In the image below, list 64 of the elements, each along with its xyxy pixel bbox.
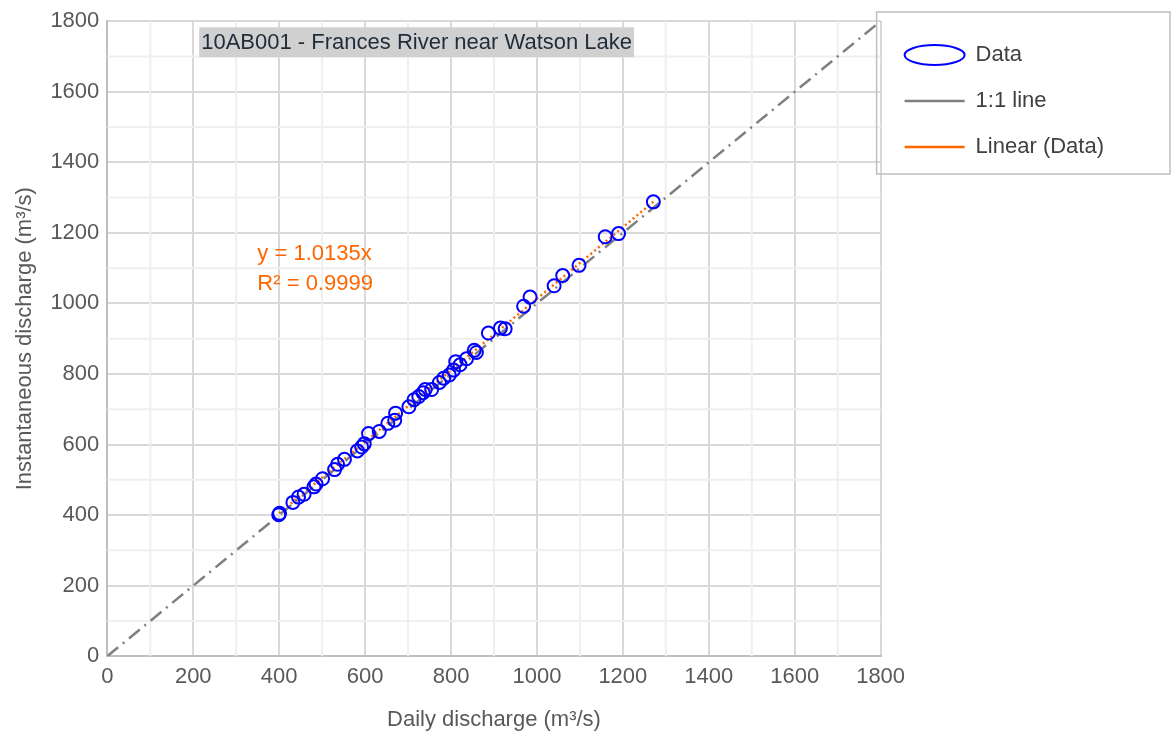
point: [611, 226, 627, 242]
x-tick-label: 1200: [598, 663, 648, 689]
point: [349, 443, 365, 459]
y-tick-label: 1400: [50, 148, 100, 174]
point: [371, 423, 387, 439]
point: [555, 268, 571, 284]
point: [327, 462, 343, 478]
point: [431, 374, 447, 390]
point: [296, 486, 312, 502]
y-tick-label: 0: [87, 642, 100, 668]
y-tick-label: 800: [62, 360, 100, 386]
y-tick-label: 600: [62, 430, 100, 456]
point: [436, 370, 452, 386]
y-tick-label: 1600: [50, 77, 100, 103]
point: [401, 399, 417, 415]
point: [446, 362, 462, 378]
point: [448, 354, 464, 370]
x-tick-label: 1600: [770, 663, 820, 689]
point: [336, 451, 352, 467]
point: [285, 494, 301, 510]
point: [480, 325, 496, 341]
point: [452, 357, 468, 373]
x-tick-label: 400: [260, 663, 298, 689]
y-tick-label: 400: [62, 501, 100, 527]
x-tick-label: 800: [432, 663, 470, 689]
point: [291, 489, 307, 505]
point: [315, 471, 331, 487]
point: [645, 194, 661, 210]
point: [522, 289, 538, 305]
point: [497, 321, 513, 337]
point: [388, 405, 404, 421]
point: [546, 278, 562, 294]
chart-title: 10AB001 - Frances River near Watson Lake: [201, 29, 633, 55]
point: [330, 456, 346, 472]
annotation: y = 1.0135x: [257, 240, 372, 266]
point: [441, 367, 457, 383]
x-tick-label: 1000: [512, 663, 562, 689]
point: [387, 412, 403, 428]
y-axis-title: Instantaneous discharge (m³/s): [11, 187, 37, 491]
y-tick-label: 200: [62, 571, 100, 597]
legend-label: 1:1 line: [975, 87, 1047, 113]
point: [415, 385, 431, 401]
point: [492, 320, 508, 336]
legend-label: Linear (Data): [975, 133, 1104, 159]
y-tick-label: 1800: [50, 7, 100, 33]
x-axis-title: Daily discharge (m³/s): [387, 705, 601, 731]
point: [597, 229, 613, 245]
point: [406, 392, 422, 408]
point: [458, 351, 474, 367]
x-tick-label: 1400: [684, 663, 734, 689]
point: [417, 382, 433, 397]
x-tick-label: 200: [174, 663, 212, 689]
annotation: R² = 0.9999: [257, 270, 373, 296]
x-tick-label: 600: [346, 663, 384, 689]
point: [571, 257, 587, 273]
y-tick-label: 1000: [50, 289, 100, 315]
point: [424, 382, 440, 397]
point: [380, 415, 396, 431]
point: [361, 426, 377, 442]
x-tick-label: 1800: [856, 663, 906, 689]
legend-label: Data: [975, 41, 1023, 67]
point: [411, 389, 427, 405]
y-tick-label: 1200: [50, 218, 100, 244]
point: [516, 298, 532, 314]
